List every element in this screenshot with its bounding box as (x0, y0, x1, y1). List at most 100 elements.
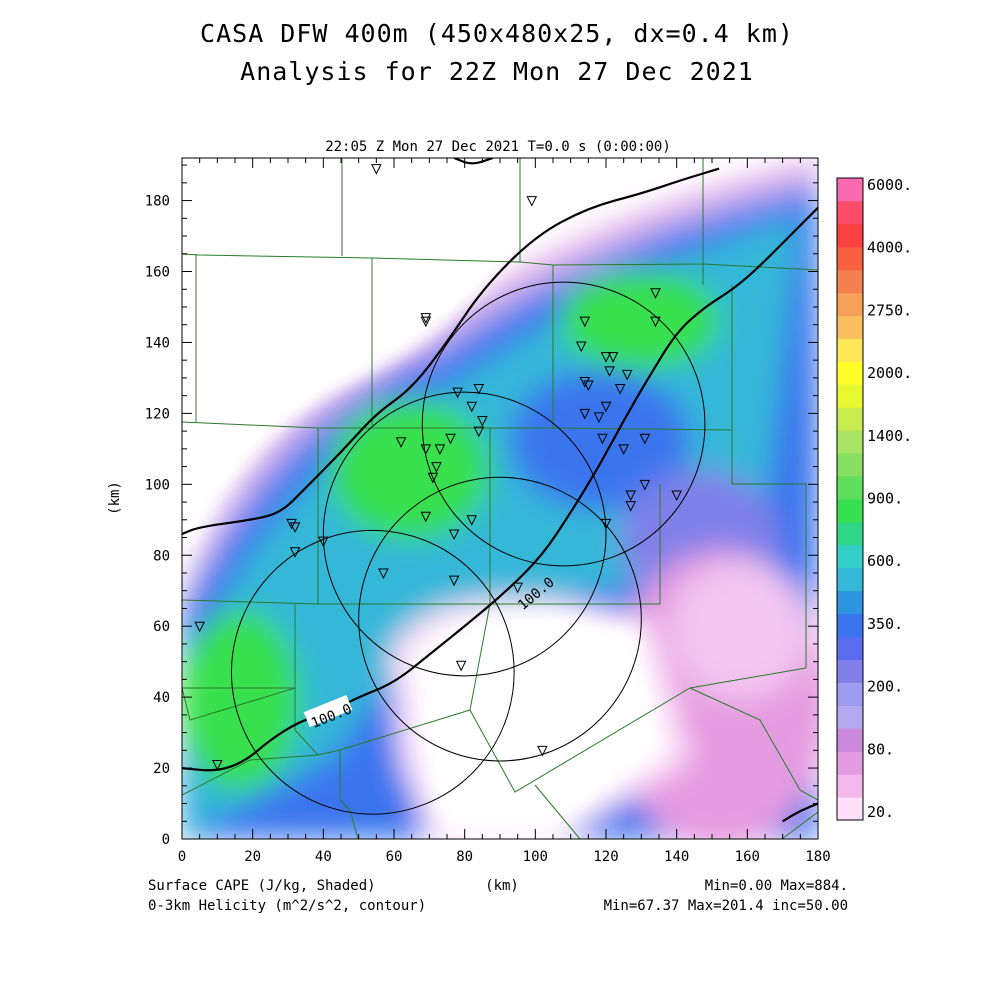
station-marker (434, 444, 446, 455)
y-tick-label: 180 (145, 194, 170, 210)
chart-title-line2: Analysis for 22Z Mon 27 Dec 2021 (240, 57, 754, 86)
station-marker (579, 316, 591, 328)
station-marker (621, 369, 633, 381)
station-marker (378, 568, 389, 580)
colorbar-segment (837, 384, 863, 408)
colorbar-segment (837, 453, 863, 477)
x-tick-label: 0 (178, 849, 186, 865)
station-marker (395, 437, 407, 448)
helicity-contour-line (782, 802, 818, 823)
x-tick-label: 40 (315, 849, 332, 865)
colorbar-label: 200. (867, 678, 903, 696)
colorbar (837, 177, 863, 821)
shaded-stats: Min=0.00 Max=884. (705, 878, 848, 894)
colorbar-segment (837, 246, 863, 271)
station-marker (194, 621, 205, 633)
station-marker (466, 401, 478, 413)
station-marker (604, 366, 615, 377)
x-tick-label: 120 (593, 849, 618, 865)
y-tick-label: 0 (162, 832, 170, 848)
station-marker (575, 341, 587, 353)
station-marker (455, 660, 467, 672)
colorbar-label: 2750. (867, 301, 912, 319)
x-tick-label: 180 (805, 849, 830, 865)
colorbar-segment (837, 361, 863, 385)
colorbar-segment (837, 430, 863, 454)
y-tick-label: 40 (153, 690, 170, 706)
chart-subtitle: 22:05 Z Mon 27 Dec 2021 T=0.0 s (0:00:00… (325, 139, 671, 155)
cape-field (182, 158, 818, 839)
station-marker (537, 745, 548, 757)
y-tick-label: 60 (153, 619, 170, 635)
colorbar-segment (837, 338, 863, 362)
colorbar-label: 1400. (867, 427, 912, 445)
station-marker (318, 536, 329, 548)
x-axis-label: (km) (485, 878, 519, 894)
station-marker (579, 376, 591, 388)
station-marker (618, 444, 629, 455)
colorbar-label: 4000. (867, 239, 912, 257)
station-marker (639, 433, 651, 445)
station-marker (420, 511, 432, 523)
y-tick-label: 80 (153, 548, 170, 564)
station-marker (286, 518, 297, 530)
helicity-contours (182, 158, 818, 823)
station-marker (427, 472, 439, 484)
station-marker (477, 415, 488, 427)
colorbar-label: 900. (867, 490, 903, 508)
y-tick-label: 20 (153, 761, 170, 777)
radar-ring (421, 281, 706, 567)
colorbar-segment (837, 567, 863, 592)
colorbar-label: 80. (867, 740, 894, 758)
helicity-contour-line (182, 206, 818, 772)
shaded-field-label: Surface CAPE (J/kg, Shaded) (148, 878, 376, 894)
radar-ring (230, 529, 515, 815)
station-marker (639, 479, 651, 491)
colorbar-segment (837, 544, 863, 569)
x-tick-labels: 0 20 40 60 80 100 120 140 160 180 (178, 849, 831, 865)
colorbar-segment (837, 682, 863, 706)
station-marker (607, 352, 619, 363)
y-tick-label: 100 (145, 477, 170, 493)
station-marker (420, 444, 432, 455)
station-marker (671, 490, 682, 502)
radar-range-rings (230, 281, 706, 815)
colorbar-segment (837, 476, 863, 500)
station-marker (420, 316, 432, 328)
colorbar-segment (837, 269, 863, 294)
station-markers (194, 164, 682, 771)
station-marker (583, 380, 594, 392)
colorbar-label: 600. (867, 552, 903, 570)
station-marker (473, 426, 485, 438)
station-marker (650, 316, 661, 328)
station-marker (600, 518, 612, 530)
colorbar-label: 2000. (867, 364, 912, 382)
colorbar-labels: 6000. 4000. 2750. 2000. 1400. 900. 600. 350. 200… (867, 176, 912, 821)
station-marker (526, 196, 538, 207)
station-marker (448, 575, 460, 587)
helicity-contour-line (182, 167, 720, 536)
colorbar-segment (837, 200, 863, 225)
station-marker (431, 462, 442, 473)
colorbar-segment (837, 590, 863, 615)
contour-field-label: 0-3km Helicity (m^2/s^2, contour) (148, 898, 426, 914)
station-marker (371, 164, 382, 175)
station-marker (650, 288, 661, 299)
station-marker (445, 433, 456, 445)
colorbar-segment (837, 774, 863, 798)
x-tick-label: 100 (523, 849, 548, 865)
station-marker (289, 547, 301, 558)
colorbar-segment (837, 705, 863, 729)
colorbar-segment (837, 797, 863, 821)
colorbar-segment (837, 659, 863, 683)
axis-ticks (181, 158, 819, 840)
station-marker (466, 515, 478, 526)
station-marker (512, 582, 523, 594)
y-tick-label: 120 (145, 406, 170, 422)
colorbar-frame (836, 177, 864, 821)
station-marker (614, 384, 626, 395)
colorbar-label: 6000. (867, 176, 912, 194)
x-tick-label: 80 (456, 849, 473, 865)
station-marker (600, 352, 612, 363)
